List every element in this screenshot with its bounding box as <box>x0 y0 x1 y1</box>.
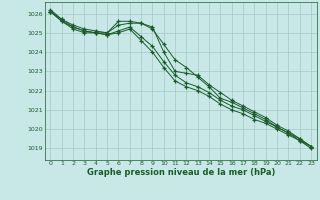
X-axis label: Graphe pression niveau de la mer (hPa): Graphe pression niveau de la mer (hPa) <box>87 168 275 177</box>
